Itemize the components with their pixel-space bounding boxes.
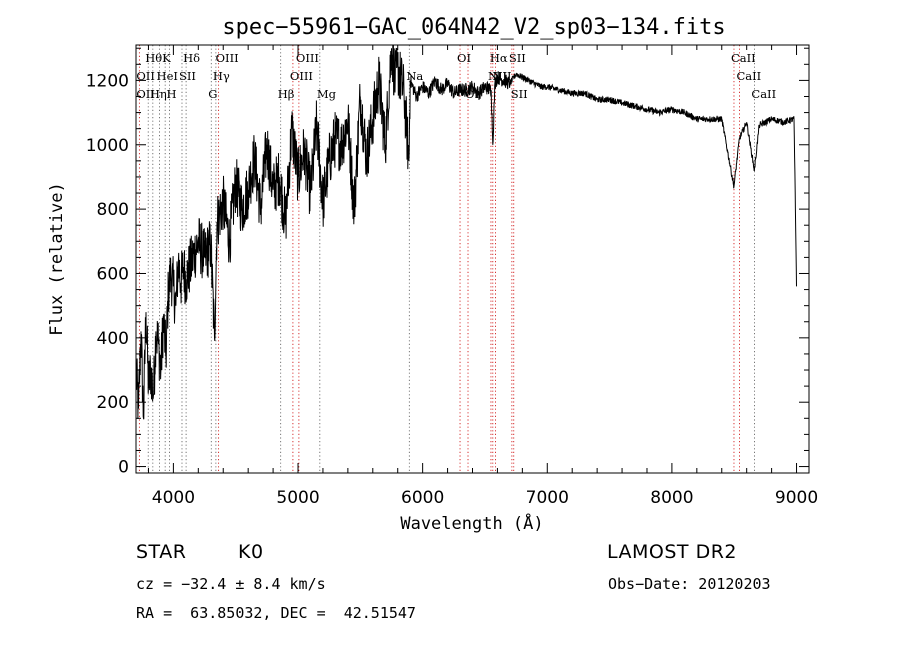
x-tick-label: 7000 bbox=[526, 488, 569, 508]
spectrum-plot: spec−55961−GAC_064N42_V2_sp03−134.fits 4… bbox=[0, 0, 900, 540]
line-label: OI bbox=[465, 87, 479, 101]
x-axis-label: Wavelength (Å) bbox=[400, 512, 543, 534]
line-label: Hθ bbox=[145, 51, 162, 65]
line-label: K bbox=[162, 51, 171, 65]
object-type: STAR bbox=[136, 541, 186, 563]
y-tick-label: 800 bbox=[97, 200, 129, 220]
y-tick-label: 400 bbox=[97, 329, 129, 349]
line-label: OI bbox=[457, 51, 471, 65]
line-label: Hη bbox=[150, 87, 167, 101]
x-tick-label: 4000 bbox=[152, 488, 195, 508]
y-tick-label: 0 bbox=[118, 458, 129, 478]
plot-frame bbox=[136, 45, 809, 473]
coordinates-readout: RA = 63.85032, DEC = 42.51547 bbox=[136, 604, 416, 622]
line-label: H bbox=[167, 87, 177, 101]
line-label: Hδ bbox=[183, 51, 200, 65]
spectral-line-markers bbox=[139, 45, 754, 473]
x-tick-label: 9000 bbox=[775, 488, 818, 508]
line-label: SII bbox=[509, 51, 526, 65]
line-label: Na bbox=[406, 69, 423, 83]
line-label: HeI bbox=[157, 69, 178, 83]
line-label: OIII bbox=[216, 51, 239, 65]
x-tick-label: 5000 bbox=[276, 488, 319, 508]
spectral-subclass: K0 bbox=[238, 541, 264, 563]
line-label: Mg bbox=[317, 87, 337, 101]
line-label: CaII bbox=[751, 87, 776, 101]
line-label: NII bbox=[492, 69, 511, 83]
line-label: CaII bbox=[736, 69, 761, 83]
x-tick-label: 6000 bbox=[401, 488, 444, 508]
obs-date: Obs−Date: 20120203 bbox=[608, 575, 771, 593]
line-label: G bbox=[208, 87, 217, 101]
line-label: Hγ bbox=[213, 69, 230, 83]
redshift-readout: cz = −32.4 ± 8.4 km/s bbox=[136, 575, 326, 593]
y-tick-label: 200 bbox=[97, 393, 129, 413]
y-tick-label: 600 bbox=[97, 264, 129, 284]
line-label: Hα bbox=[490, 51, 508, 65]
spectrum-line bbox=[136, 45, 797, 419]
chart-title: spec−55961−GAC_064N42_V2_sp03−134.fits bbox=[222, 15, 725, 40]
line-label: OII bbox=[136, 69, 155, 83]
y-axis-label: Flux (relative) bbox=[47, 182, 67, 336]
line-label: OIII bbox=[296, 51, 319, 65]
y-tick-label: 1000 bbox=[86, 136, 129, 156]
line-label: SII bbox=[179, 69, 196, 83]
line-label: OIII bbox=[290, 69, 313, 83]
line-label: CaII bbox=[731, 51, 756, 65]
survey-name: LAMOST DR2 bbox=[607, 541, 737, 563]
line-label: SII bbox=[511, 87, 528, 101]
y-tick-label: 1200 bbox=[86, 71, 129, 91]
x-tick-label: 8000 bbox=[650, 488, 693, 508]
spectrum-series bbox=[136, 45, 797, 419]
line-label: Hβ bbox=[278, 87, 295, 101]
